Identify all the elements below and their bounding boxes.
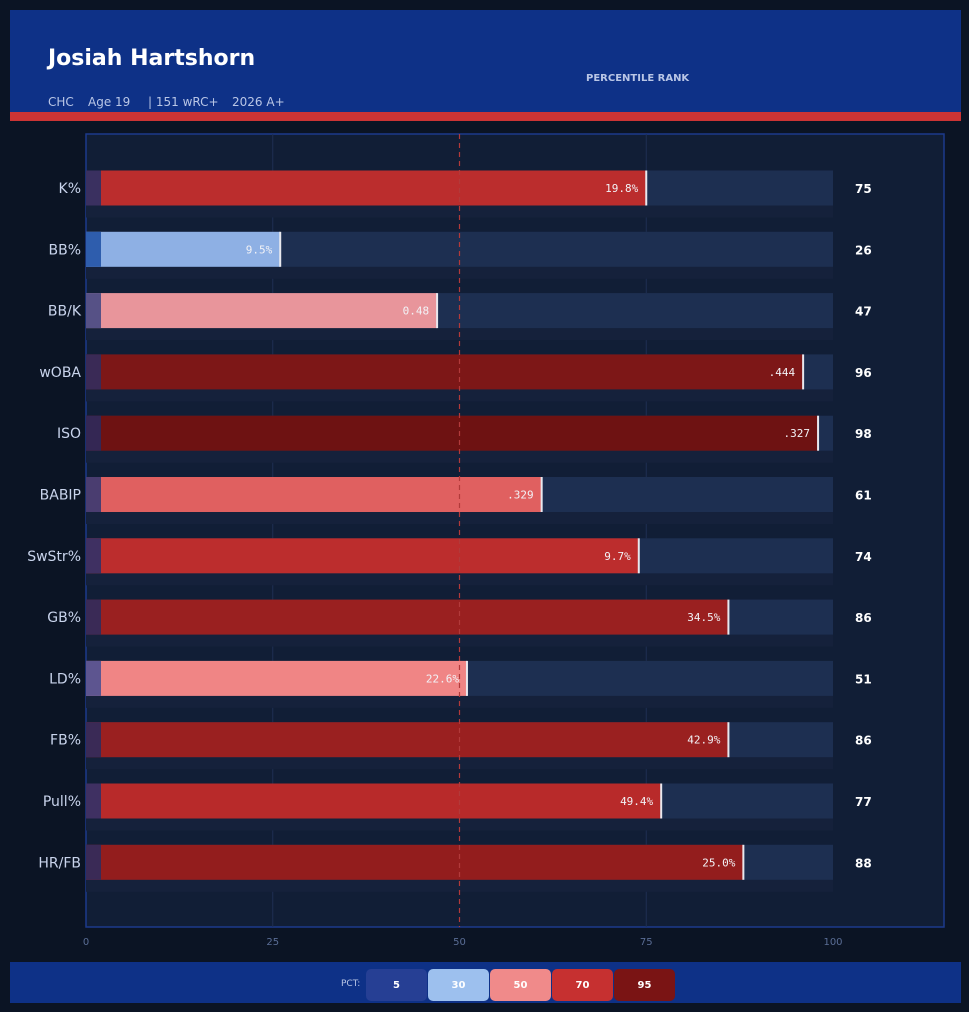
- x-tick-label: 100: [823, 937, 842, 948]
- age-label: Age 19: [88, 95, 131, 109]
- percentile-bar: [86, 783, 662, 819]
- bar-stub: [86, 844, 101, 880]
- value-label: 34.5%: [687, 611, 720, 624]
- percentile-label: 51: [855, 672, 872, 686]
- bar-stub: [86, 660, 101, 696]
- value-label: 22.6%: [426, 672, 459, 685]
- legend-chip-5: 5: [366, 969, 427, 1001]
- percentile-bar: [86, 354, 804, 390]
- percentile-bar: [86, 722, 729, 758]
- percentile-label: 96: [855, 366, 872, 380]
- category-label: wOBA: [39, 365, 81, 381]
- header-bar: [10, 10, 961, 113]
- category-label: LD%: [49, 671, 81, 687]
- legend-chip-50: 50: [490, 969, 551, 1001]
- bar-stub: [86, 354, 101, 390]
- category-label: Pull%: [43, 794, 81, 810]
- percentile-bar: [86, 415, 819, 451]
- percentile-label: 47: [855, 305, 872, 319]
- value-label: 49.4%: [620, 795, 653, 808]
- percentile-label: 86: [855, 734, 872, 748]
- category-label: GB%: [47, 610, 81, 626]
- bar-stub: [86, 538, 101, 574]
- bar-stub: [86, 783, 101, 819]
- header-stripe: [10, 112, 961, 121]
- bar-stub: [86, 293, 101, 329]
- value-label: .329: [507, 489, 534, 502]
- percentile-label: 75: [855, 182, 872, 196]
- value-label: 9.5%: [246, 243, 273, 256]
- chart-heading: PERCENTILE RANK: [586, 73, 690, 84]
- percentile-bar: [86, 231, 281, 267]
- category-label: BB/K: [48, 304, 82, 320]
- bar-stub: [86, 231, 101, 267]
- category-label: HR/FB: [38, 855, 81, 871]
- wrc-label: | 151 wRC+: [148, 95, 219, 109]
- bar-stub: [86, 170, 101, 206]
- percentile-bar: [86, 844, 744, 880]
- value-label: 25.0%: [702, 856, 735, 869]
- category-label: SwStr%: [27, 549, 81, 565]
- percentile-label: 86: [855, 611, 872, 625]
- bar-stub: [86, 599, 101, 635]
- percentile-bar: [86, 477, 542, 512]
- value-label: .327: [784, 427, 811, 440]
- legend-chip-95: 95: [614, 969, 675, 1001]
- percentile-label: 77: [855, 795, 872, 809]
- value-label: .444: [769, 366, 796, 379]
- category-label: FB%: [50, 733, 81, 749]
- percentile-bar: [86, 599, 729, 635]
- category-label: BABIP: [40, 488, 81, 504]
- bar-stub: [86, 415, 101, 451]
- legend-label: PCT:: [341, 979, 361, 989]
- percentile-label: 88: [855, 856, 872, 870]
- value-label: 42.9%: [687, 734, 720, 747]
- category-label: BB%: [48, 242, 81, 258]
- x-tick-label: 25: [266, 937, 279, 948]
- bar-stub: [86, 477, 101, 512]
- x-tick-label: 50: [453, 937, 466, 948]
- category-label: ISO: [57, 426, 81, 442]
- legend-chip-70: 70: [552, 969, 613, 1001]
- player-name: Josiah Hartshorn: [48, 46, 256, 71]
- percentile-bar: [86, 170, 647, 206]
- percentile-bar: [86, 660, 467, 696]
- percentile-label: 74: [855, 550, 872, 564]
- percentile-label: 98: [855, 427, 872, 441]
- bar-stub: [86, 722, 101, 758]
- level-label: 2026 A+: [232, 95, 285, 109]
- category-label: K%: [59, 181, 81, 197]
- percentile-label: 61: [855, 489, 872, 503]
- value-label: 19.8%: [605, 182, 638, 195]
- value-label: 9.7%: [604, 550, 631, 563]
- team-label: CHC: [48, 95, 74, 109]
- legend-chip-30: 30: [428, 969, 489, 1001]
- percentile-bar: [86, 538, 639, 574]
- x-tick-label: 0: [83, 937, 89, 948]
- percentile-label: 26: [855, 243, 872, 257]
- value-label: 0.48: [403, 305, 430, 318]
- percentile-bar: [86, 293, 438, 329]
- x-tick-label: 75: [640, 937, 653, 948]
